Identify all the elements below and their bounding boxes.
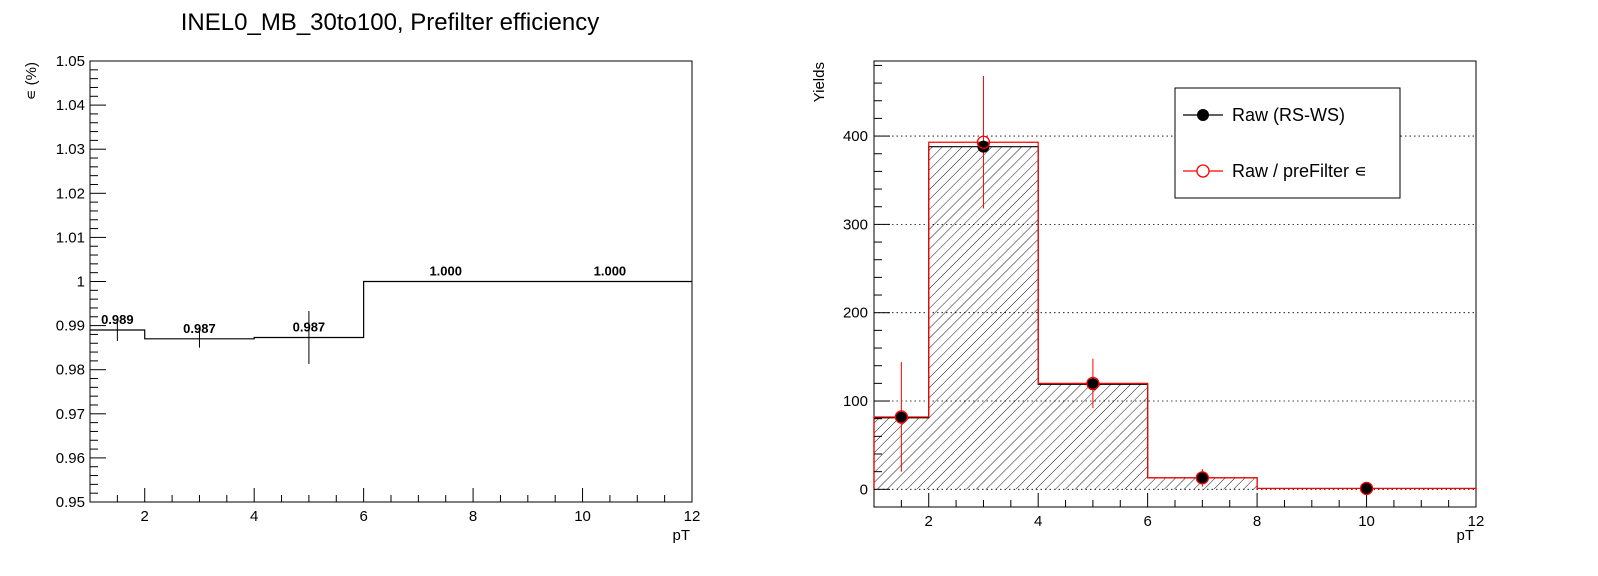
data-label: 0.987 — [293, 320, 326, 335]
y-tick-label: 200 — [843, 305, 868, 322]
efficiency-chart: INEL0_MB_30to100, Prefilter efficiency 2… — [23, 9, 700, 544]
yields-chart: 2 4 6 8 10 12 0 100 200 300 400 pT Yields Raw (RS… — [811, 60, 1485, 544]
raw-point — [1196, 471, 1209, 484]
corrected-point — [894, 410, 909, 424]
y-tick-label: 1 — [77, 274, 85, 291]
legend-marker-raw — [1197, 109, 1209, 121]
y-tick-label: 0.97 — [56, 406, 85, 423]
y-axis-title: ∊ (%) — [23, 62, 40, 100]
x-tick-label: 10 — [1358, 513, 1375, 530]
x-tick-label: 12 — [1468, 513, 1485, 530]
legend-entry-corrected: Raw / preFilter ∊ — [1183, 161, 1367, 181]
y-tick-label: 1.02 — [56, 185, 85, 202]
y-tick-label: 1.04 — [56, 97, 85, 114]
x-tick-label: 4 — [250, 508, 258, 525]
y-tick-label: 300 — [843, 216, 868, 233]
x-tick-label: 2 — [925, 513, 933, 530]
legend-box — [1174, 87, 1401, 199]
y-tick-label: 0.99 — [56, 318, 85, 335]
legend-label-raw: Raw (RS-WS) — [1232, 105, 1345, 125]
data-label: 0.987 — [183, 321, 216, 336]
y-tick-label: 0.95 — [56, 494, 85, 511]
x-axis-title: pT — [1456, 527, 1474, 544]
x-tick-label: 10 — [574, 508, 591, 525]
y-tick-label: 0.98 — [56, 362, 85, 379]
x-tick-label: 8 — [469, 508, 477, 525]
corrected-point — [1359, 481, 1374, 496]
x-axis: 2 4 6 8 10 12 — [873, 493, 1485, 530]
legend-label-corrected: Raw / preFilter ∊ — [1232, 161, 1367, 181]
y-axis: 0 100 200 300 400 — [843, 64, 890, 508]
y-tick-label: 100 — [843, 393, 868, 410]
efficiency-step-line — [90, 280, 692, 340]
chart-title: INEL0_MB_30to100, Prefilter efficiency — [181, 9, 599, 36]
raw-point — [1086, 378, 1099, 391]
y-axis: 0.95 0.96 0.97 0.98 0.99 1 1.01 1.02 1.03 1.04 1.0… — [56, 53, 106, 511]
data-marks: 0.989 0.987 0.987 1.000 1.000 — [90, 264, 692, 364]
y-tick-label: 1.03 — [56, 141, 85, 158]
x-tick-label: 6 — [359, 508, 367, 525]
x-axis: 2 4 6 8 10 12 — [89, 488, 701, 525]
raw-point — [977, 140, 990, 153]
corrected-point — [1195, 471, 1210, 485]
y-tick-label: 1.01 — [56, 229, 85, 246]
data-marks — [894, 76, 1374, 496]
x-axis-title: pT — [672, 527, 690, 544]
histogram-bars — [873, 141, 1477, 490]
y-tick-label: 1.05 — [56, 53, 85, 70]
y-tick-label: 400 — [843, 128, 868, 145]
data-label: 1.000 — [429, 264, 462, 279]
corrected-point — [976, 135, 991, 149]
data-label: 1.000 — [594, 264, 627, 279]
data-label: 0.989 — [101, 312, 134, 327]
legend: Raw (RS-WS) Raw / preFilter ∊ — [1174, 87, 1401, 199]
x-tick-label: 12 — [684, 508, 701, 525]
legend-entry-raw: Raw (RS-WS) — [1183, 105, 1345, 125]
x-tick-label: 8 — [1253, 513, 1261, 530]
y-axis-title: Yields — [811, 62, 828, 102]
x-tick-label: 2 — [141, 508, 149, 525]
y-tick-label: 0.96 — [56, 450, 85, 467]
legend-marker-corrected — [1196, 164, 1210, 178]
y-tick-label: 0 — [860, 481, 868, 498]
raw-point — [895, 411, 908, 424]
x-tick-label: 4 — [1034, 513, 1042, 530]
raw-point — [1360, 482, 1373, 495]
x-tick-label: 6 — [1143, 513, 1151, 530]
corrected-point — [1086, 376, 1100, 391]
